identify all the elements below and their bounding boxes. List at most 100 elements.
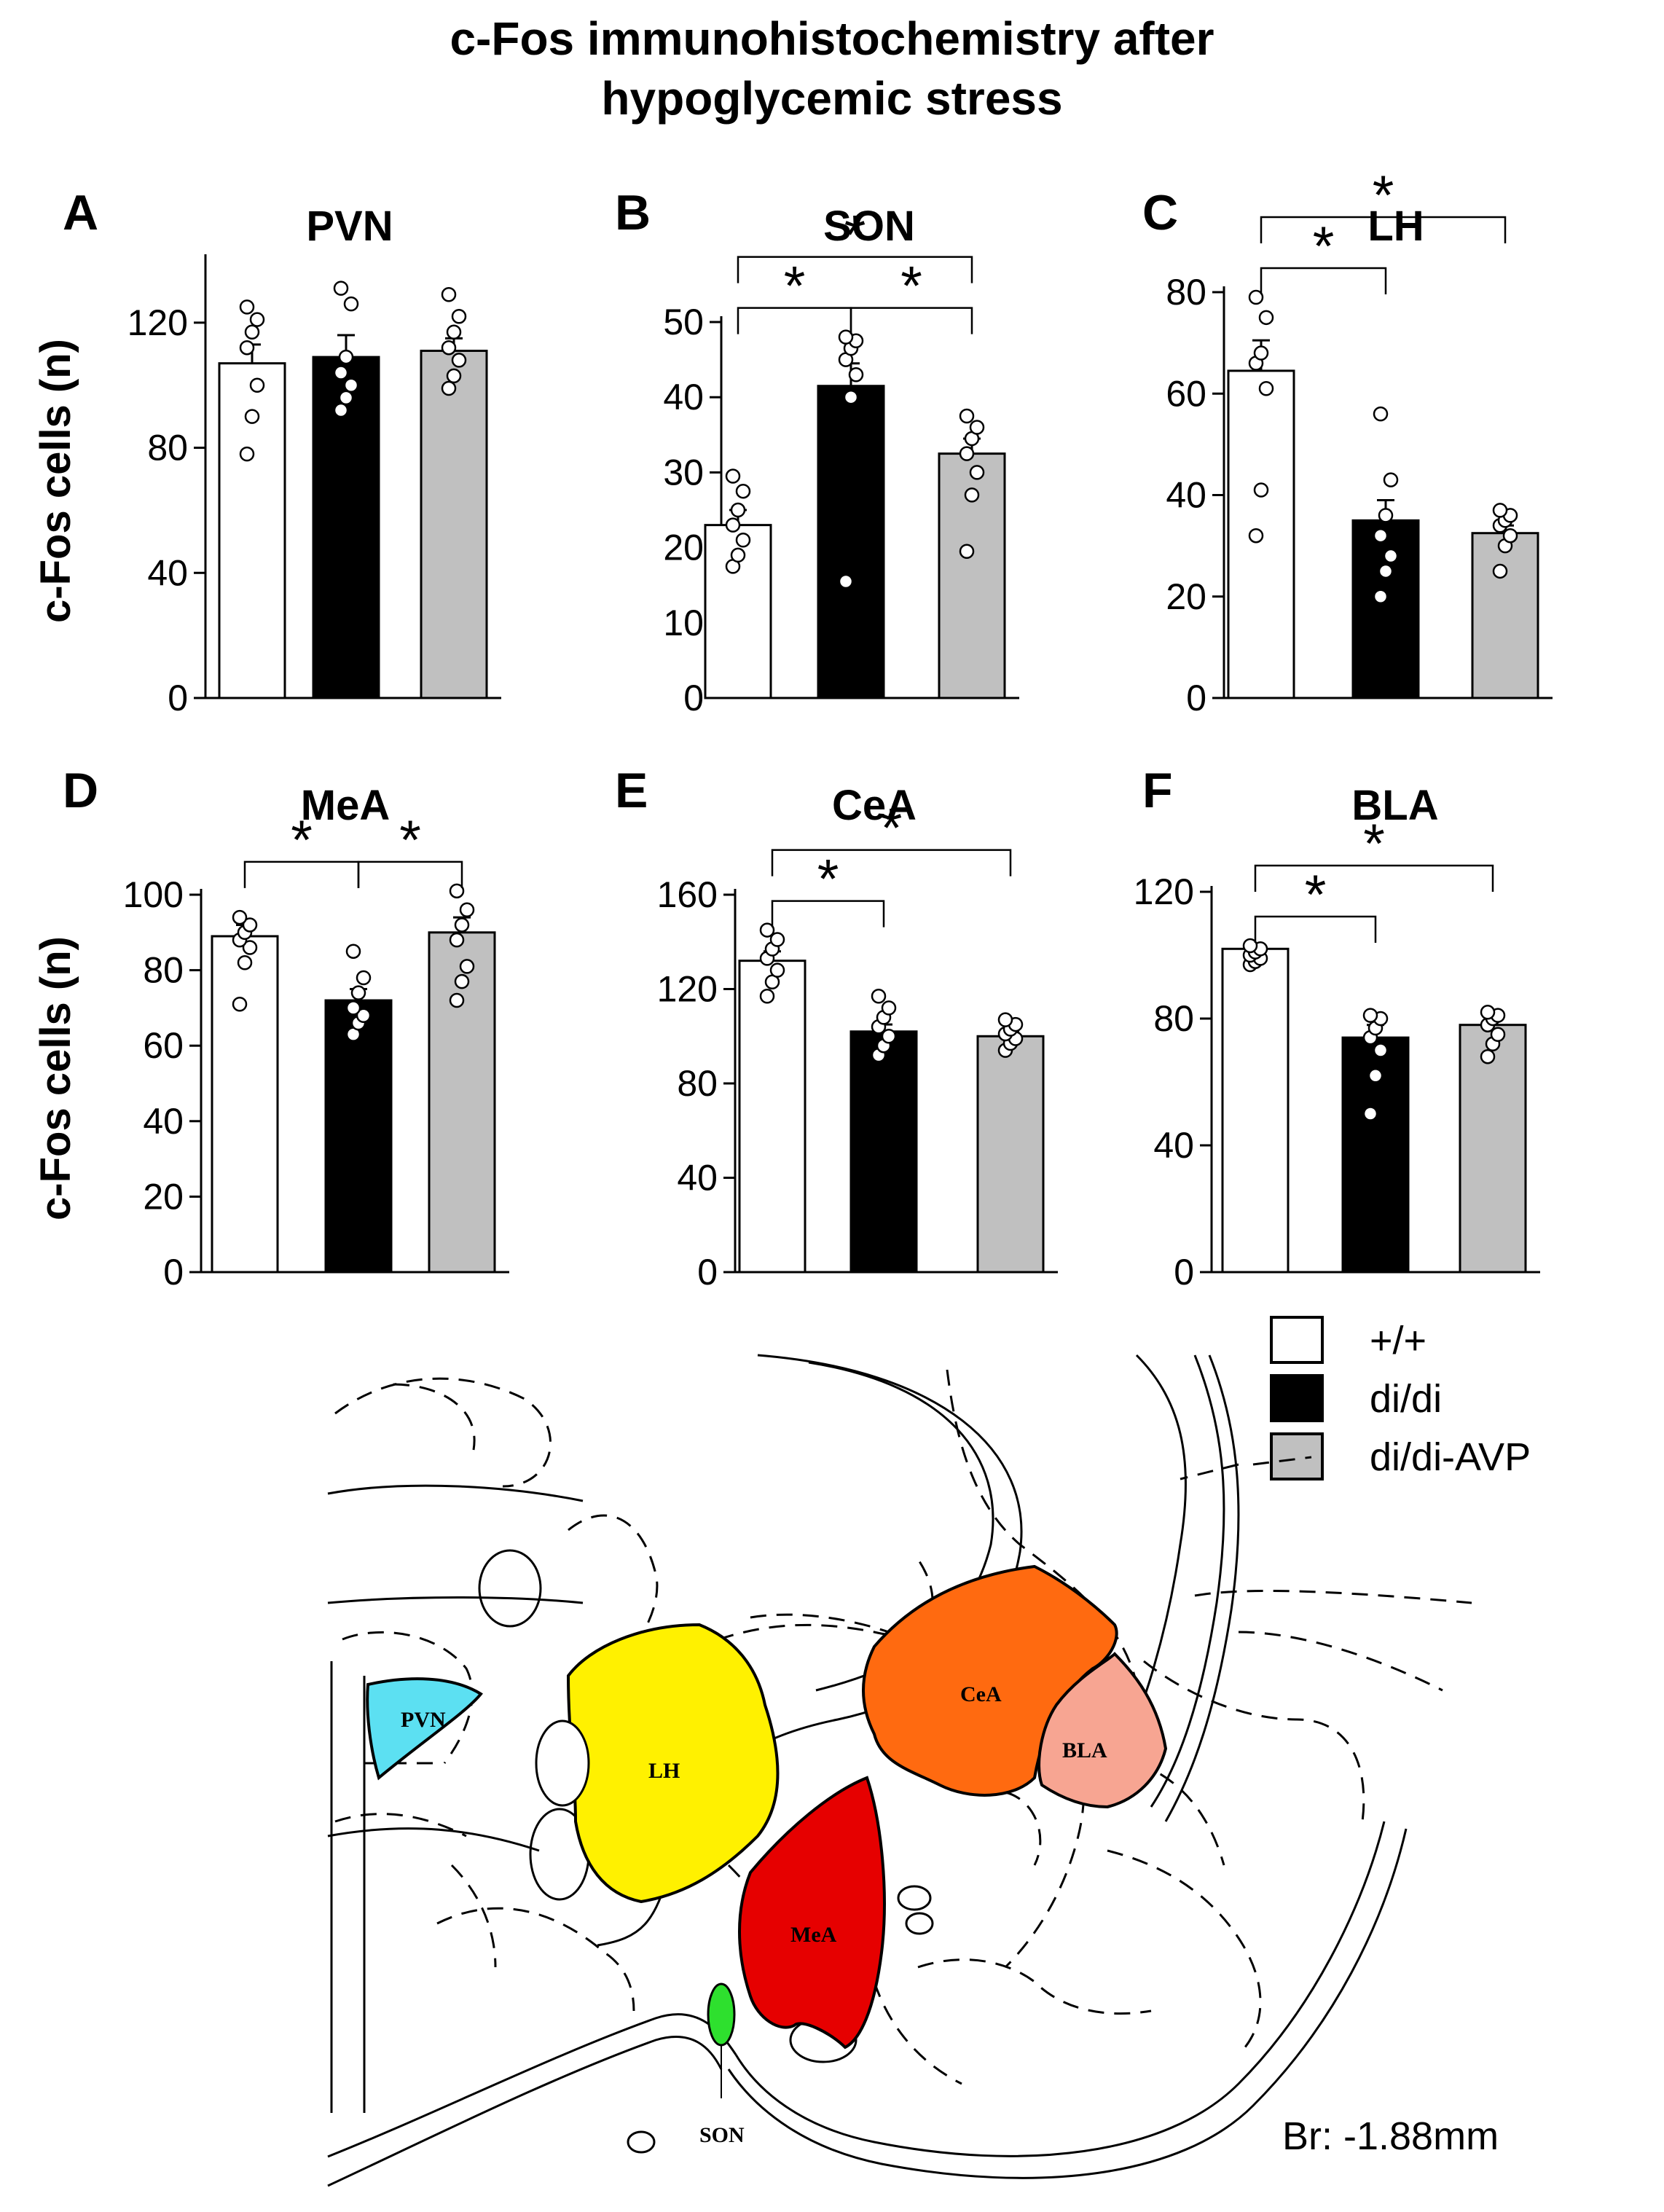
data-point-b-1 bbox=[838, 329, 854, 345]
legend-swatch-wt bbox=[1270, 1316, 1324, 1364]
significance-bracket-e bbox=[771, 900, 885, 927]
y-tick-label-b: 0 bbox=[683, 678, 704, 718]
panel-letter-c: C bbox=[1142, 185, 1178, 240]
chart-panel-f: F BLA 0 40 80 120 * * bbox=[1134, 763, 1540, 1293]
data-point-d-1 bbox=[345, 944, 361, 959]
brain-atlas-schematic: PVN LH MeA CeA BLA SON bbox=[327, 1354, 1499, 2187]
panel-title-b: SON bbox=[823, 203, 915, 250]
data-point-b-1 bbox=[848, 366, 864, 383]
y-tick-label-d: 0 bbox=[163, 1252, 184, 1293]
panel-letter-f: F bbox=[1142, 763, 1173, 818]
data-point-a-0 bbox=[249, 312, 265, 327]
data-point-a-1 bbox=[338, 390, 354, 406]
data-point-e-0 bbox=[759, 988, 775, 1004]
figure-title: c-Fos immunohistochemistry after hypogly… bbox=[0, 9, 1664, 128]
significance-bracket-b bbox=[849, 307, 973, 334]
region-lh-label: LH bbox=[648, 1759, 680, 1783]
data-point-b-2 bbox=[959, 408, 975, 424]
region-bla: BLA bbox=[1037, 1652, 1168, 1809]
data-point-b-2 bbox=[969, 420, 985, 435]
data-point-d-2 bbox=[459, 959, 475, 974]
data-point-a-0 bbox=[239, 446, 255, 462]
data-point-d-0 bbox=[237, 954, 253, 970]
y-tick-label-b: 50 bbox=[663, 302, 704, 342]
data-point-a-0 bbox=[239, 340, 255, 356]
significance-star-b: * bbox=[900, 256, 922, 318]
panel-letter-a: A bbox=[63, 185, 98, 240]
data-point-c-1 bbox=[1383, 548, 1399, 564]
data-point-d-1 bbox=[350, 985, 366, 1000]
bar-c-1 bbox=[1351, 519, 1420, 699]
figure-title-line-2: hypoglycemic stress bbox=[601, 72, 1063, 125]
data-point-e-0 bbox=[769, 932, 785, 947]
bregma-note: Br: -1.88mm bbox=[1282, 2114, 1499, 2158]
data-point-c-1 bbox=[1378, 508, 1394, 523]
region-bla-shape bbox=[1037, 1652, 1168, 1809]
bar-d-1 bbox=[324, 999, 393, 1274]
chart-panel-a: A PVN 0 40 80 120 c-Fos cells (n) bbox=[32, 185, 501, 718]
data-point-a-0 bbox=[244, 324, 260, 340]
y-axis-label-d: c-Fos cells (n) bbox=[32, 936, 79, 1220]
data-point-d-2 bbox=[449, 883, 465, 899]
data-point-a-1 bbox=[333, 365, 349, 380]
data-point-c-0 bbox=[1253, 482, 1269, 498]
data-point-f-2 bbox=[1490, 1027, 1506, 1042]
y-tick-label-c: 40 bbox=[1166, 475, 1206, 516]
data-point-a-0 bbox=[244, 409, 260, 424]
data-point-b-0 bbox=[725, 517, 741, 533]
data-point-c-2 bbox=[1502, 527, 1518, 544]
significance-bracket-c bbox=[1260, 267, 1387, 294]
chart-panel-b: B SON 0 10 20 30 40 50 * * * bbox=[615, 185, 1019, 718]
significance-star-f: * bbox=[1363, 813, 1385, 875]
data-point-b-0 bbox=[735, 483, 751, 499]
significance-star-f: * bbox=[1305, 864, 1327, 926]
data-point-d-0 bbox=[232, 909, 248, 925]
data-point-c-1 bbox=[1373, 589, 1389, 604]
data-point-d-0 bbox=[242, 917, 258, 933]
atlas-regions: PVN LH MeA CeA BLA SON bbox=[366, 1564, 1168, 2147]
data-point-e-1 bbox=[871, 988, 887, 1004]
y-tick-label-c: 60 bbox=[1166, 373, 1206, 414]
data-point-a-1 bbox=[343, 296, 359, 312]
y-axis-label-a: c-Fos cells (n) bbox=[32, 339, 79, 623]
figure-title-line-1: c-Fos immunohistochemistry after bbox=[450, 12, 1214, 65]
y-tick-label-a: 40 bbox=[147, 552, 188, 593]
y-tick-label-c: 80 bbox=[1166, 272, 1206, 313]
legend-swatch-avp bbox=[1270, 1432, 1324, 1480]
significance-star-d: * bbox=[399, 809, 421, 871]
legend-label-didi: di/di bbox=[1370, 1377, 1442, 1421]
significance-star-c: * bbox=[1373, 165, 1394, 227]
chart-panel-d: D MeA 0 20 40 60 80 100 c-Fos cells (n) * * bbox=[32, 763, 509, 1293]
y-tick-label-d: 100 bbox=[123, 874, 184, 915]
data-point-d-2 bbox=[454, 973, 470, 989]
data-point-d-2 bbox=[449, 932, 465, 948]
data-point-b-0 bbox=[730, 547, 746, 563]
bar-e-1 bbox=[849, 1030, 918, 1274]
significance-star-b: * bbox=[844, 205, 866, 267]
bar-b-1 bbox=[817, 385, 885, 699]
panel-title-a: PVN bbox=[306, 203, 393, 250]
atlas-outline bbox=[327, 1354, 1408, 2187]
data-point-a-2 bbox=[446, 368, 462, 384]
data-point-e-1 bbox=[881, 1029, 897, 1044]
data-point-b-2 bbox=[959, 544, 975, 560]
data-point-d-1 bbox=[345, 1000, 361, 1016]
data-point-b-2 bbox=[964, 487, 980, 503]
y-tick-label-d: 60 bbox=[143, 1025, 184, 1066]
region-pvn: PVN bbox=[366, 1677, 483, 1781]
significance-bracket-e bbox=[771, 849, 1012, 876]
data-point-a-2 bbox=[446, 324, 462, 340]
y-tick-label-a: 120 bbox=[127, 302, 188, 343]
data-point-d-0 bbox=[232, 996, 248, 1012]
data-point-a-2 bbox=[441, 380, 457, 396]
data-point-d-0 bbox=[242, 940, 258, 955]
y-tick-label-e: 80 bbox=[677, 1063, 718, 1104]
y-tick-label-f: 80 bbox=[1153, 998, 1194, 1039]
panel-title-e: CeA bbox=[832, 782, 917, 829]
significance-bracket-b bbox=[737, 256, 973, 283]
region-mea-label: MeA bbox=[790, 1923, 837, 1947]
data-point-d-2 bbox=[459, 902, 475, 917]
significance-star-e: * bbox=[817, 849, 839, 911]
data-point-c-0 bbox=[1258, 310, 1274, 326]
